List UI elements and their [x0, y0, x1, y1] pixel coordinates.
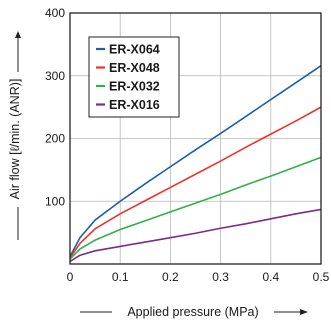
x-tick-label: 0.4: [262, 270, 279, 284]
y-tick-label: 100: [45, 194, 65, 208]
tick-labels: 0 0.1 0.2 0.3 0.4 0.5 100 200 300 400: [45, 6, 330, 284]
y-tick-label: 200: [45, 132, 65, 146]
x-axis-title: Applied pressure (MPa): [80, 305, 308, 319]
legend-label: ER-X048: [109, 61, 160, 75]
y-axis-title: Air flow [ℓ/min. (ANR)]: [8, 31, 22, 240]
x-tick-label: 0: [67, 270, 74, 284]
series-lines: [69, 65, 322, 263]
y-tick-label: 300: [45, 69, 65, 83]
y-axis-arrow-icon: [15, 31, 21, 38]
legend-label: ER-X064: [109, 43, 160, 57]
x-tick-label: 0.5: [313, 270, 330, 284]
x-tick-label: 0.3: [212, 270, 229, 284]
x-axis-title-text: Applied pressure (MPa): [127, 305, 258, 319]
x-tick-label: 0.2: [162, 270, 179, 284]
plot-frame: [69, 12, 322, 265]
x-tick-label: 0.1: [112, 270, 129, 284]
y-tick-label: 400: [45, 6, 65, 20]
x-axis-arrow-icon: [300, 309, 308, 315]
series-line-er-x032: [69, 156, 322, 260]
legend: ER-X064 ER-X048 ER-X032 ER-X016: [88, 36, 180, 118]
series-line-er-x016: [69, 208, 322, 263]
legend-label: ER-X032: [109, 80, 160, 94]
y-axis-title-text: Air flow [ℓ/min. (ANR)]: [8, 79, 22, 200]
series-line-er-x048: [69, 106, 322, 259]
legend-label: ER-X016: [109, 98, 160, 112]
series-line-er-x064: [69, 65, 322, 257]
